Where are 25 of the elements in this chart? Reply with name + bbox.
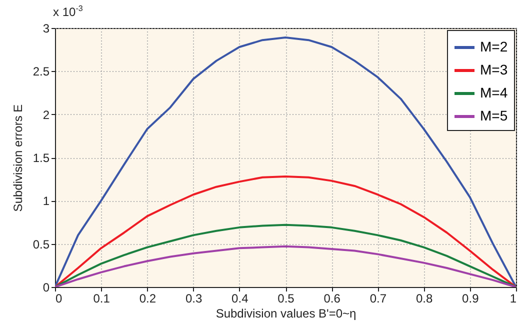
legend-label: M=2 <box>480 38 508 54</box>
y-tick-label: 2 <box>42 108 50 122</box>
y-tick-label: 1 <box>42 194 50 208</box>
y-tick-label: 0 <box>42 280 50 294</box>
x-tick-label: 0.9 <box>462 292 480 306</box>
x-tick-label: 1 <box>510 292 517 306</box>
y-tick-label: 0.5 <box>32 237 50 252</box>
x-tick-label: 0.3 <box>185 292 202 306</box>
x-tick-label: 0.7 <box>370 292 387 306</box>
x-tick-label: 0.6 <box>324 292 341 306</box>
legend-label: M=5 <box>480 108 508 124</box>
x-tick-label: 0.8 <box>416 292 433 306</box>
x-tick-label: 0.2 <box>139 292 156 306</box>
y-tick-label: 1.5 <box>32 151 50 165</box>
x-tick-label: 0 <box>56 292 62 306</box>
y-tick-label: 2.5 <box>32 64 50 79</box>
x-tick-label: 0.5 <box>278 292 295 306</box>
x-tick-label: 0.1 <box>93 292 110 306</box>
legend-label: M=4 <box>480 84 508 100</box>
y-tick-label: 3 <box>42 22 50 36</box>
y-axis-title: Subdivision errors E <box>10 104 25 212</box>
x-axis-title: Subdivision values B'=0~η <box>216 306 356 320</box>
x-tick-label: 0.4 <box>232 292 249 306</box>
text: x 10$^{-3}$ <box>53 4 83 19</box>
legend-label: M=3 <box>480 62 508 78</box>
